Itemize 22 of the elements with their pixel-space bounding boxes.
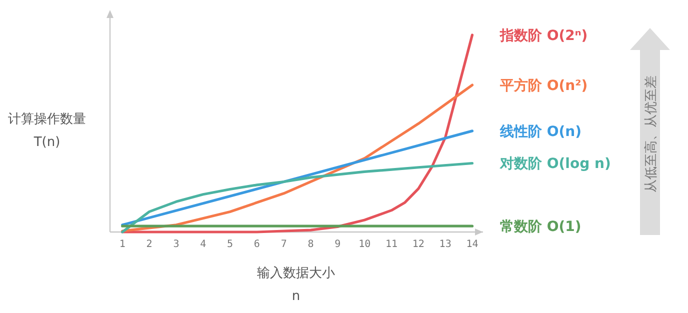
- x-axis-title: 输入数据大小 n: [257, 266, 335, 304]
- x-tick-label: 11: [385, 239, 398, 250]
- x-tick-label: 14: [466, 239, 478, 250]
- x-tick-label: 4: [200, 239, 206, 250]
- x-tick-label: 1: [119, 239, 126, 250]
- x-tick-label: 9: [334, 239, 341, 250]
- y-axis-title: 计算操作数量 T(n): [8, 112, 86, 150]
- x-tick-label: 3: [173, 239, 180, 250]
- series-label: 对数阶 O(log n): [499, 156, 611, 172]
- series-label: 平方阶 O(n²): [499, 77, 588, 94]
- x-tick-label: 12: [412, 239, 424, 250]
- x-tick-label: 6: [254, 239, 260, 250]
- text: 从低至高、从优至差: [643, 76, 659, 192]
- x-tick-label: 2: [146, 239, 152, 250]
- x-tick-label: 7: [280, 239, 287, 250]
- series-label: 指数阶 O(2ⁿ): [499, 28, 588, 44]
- x-tick-label: 8: [308, 239, 314, 250]
- x-tick-label: 5: [227, 239, 234, 250]
- x-tick-label: 13: [439, 239, 452, 250]
- x-tick-label: 10: [358, 239, 371, 250]
- series-label: 常数阶 O(1): [500, 219, 582, 236]
- series-label: 线性阶 O(n): [499, 124, 582, 140]
